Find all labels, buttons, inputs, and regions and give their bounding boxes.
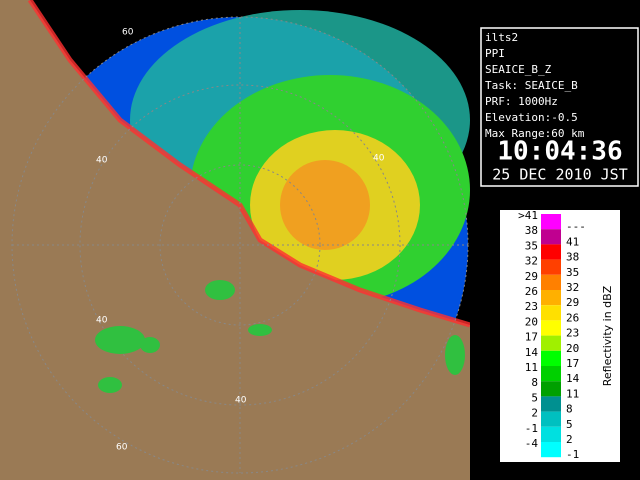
legend-low: 32 — [525, 255, 538, 268]
legend-swatch — [541, 335, 561, 351]
legend-low: 29 — [525, 270, 538, 283]
range-rings — [11, 16, 469, 474]
land-echoes — [95, 280, 465, 393]
legend-low: -1 — [525, 422, 538, 435]
legend-low: 11 — [525, 361, 538, 374]
legend-swatch — [541, 396, 561, 412]
legend-high: --- — [566, 220, 586, 233]
legend-high: 41 — [566, 235, 579, 248]
legend-swatch — [541, 426, 561, 442]
legend-low: 20 — [525, 315, 538, 328]
legend-swatch — [541, 366, 561, 382]
info-line: PRF: 1000Hz — [485, 95, 558, 108]
legend-swatch — [541, 350, 561, 366]
legend-swatch — [541, 290, 561, 306]
date: 25 DEC 2010 JST — [492, 166, 627, 184]
legend-high: 5 — [566, 418, 573, 431]
legend-swatch — [541, 214, 561, 230]
legend-low: -4 — [525, 437, 539, 450]
legend-high: 8 — [566, 403, 573, 416]
legend-low: 17 — [525, 331, 538, 344]
legend-high: 17 — [566, 357, 579, 370]
info-line: PPI — [485, 47, 505, 60]
legend-swatch — [541, 305, 561, 321]
legend-high: 29 — [566, 296, 579, 309]
legend-low: 14 — [525, 346, 539, 359]
ring-label: 60 — [116, 443, 128, 453]
ring-label: 40 — [373, 154, 385, 164]
legend-swatch — [541, 229, 561, 245]
legend-high: 11 — [566, 387, 579, 400]
legend-high: 2 — [566, 433, 573, 446]
legend-swatch — [541, 411, 561, 427]
legend-title: Reflectivity in dBZ — [601, 285, 614, 386]
legend-swatch — [541, 274, 561, 290]
time: 10:04:36 — [497, 137, 622, 167]
legend-swatch — [541, 442, 561, 458]
legend-high: 35 — [566, 266, 579, 279]
legend-high: 14 — [566, 372, 580, 385]
legend-low: 5 — [531, 391, 538, 404]
ring-label: 60 — [122, 28, 134, 38]
legend-low: 23 — [525, 300, 538, 313]
legend-swatch — [541, 244, 561, 260]
info-line: SEAICE_B_Z — [485, 63, 552, 76]
info-line: Task: SEAICE_B — [485, 79, 578, 92]
legend-low: 38 — [525, 224, 538, 237]
legend-low: >41 — [518, 209, 538, 222]
legend-low: 35 — [525, 239, 538, 252]
legend-low: 8 — [531, 376, 538, 389]
ring-label: 40 — [96, 156, 108, 166]
legend-high: 32 — [566, 281, 579, 294]
info-line: Max Range:60 km — [485, 127, 585, 140]
legend-swatch — [541, 259, 561, 275]
legend-high: 26 — [566, 311, 579, 324]
ring-label: 40 — [235, 396, 247, 406]
legend-low: 26 — [525, 285, 538, 298]
echo-orange — [280, 160, 370, 250]
legend-low: 2 — [531, 407, 538, 420]
legend-high: 23 — [566, 327, 579, 340]
legend-swatch — [541, 381, 561, 397]
info-line: Elevation:-0.5 — [485, 111, 578, 124]
ring-label: 40 — [96, 316, 108, 326]
info-line: ilts2 — [485, 31, 518, 44]
legend-high: 38 — [566, 251, 579, 264]
info-panel — [480, 27, 639, 187]
legend-swatch — [541, 320, 561, 336]
radar-image — [0, 0, 470, 480]
legend-high: -1 — [566, 448, 579, 461]
legend-high: 20 — [566, 342, 579, 355]
